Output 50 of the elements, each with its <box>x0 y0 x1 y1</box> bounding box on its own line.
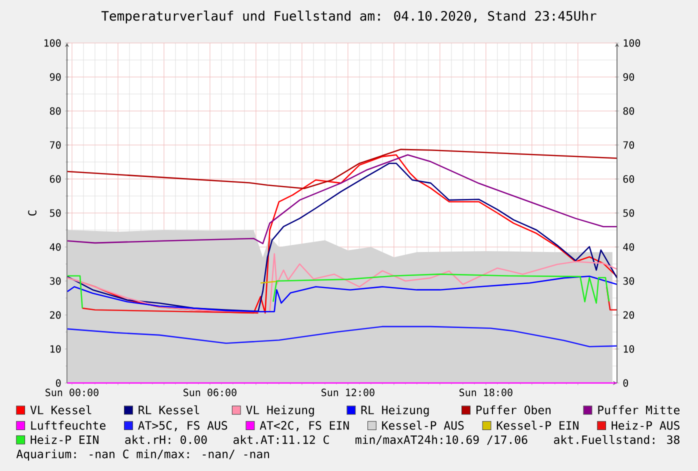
legend-label: VL Kessel <box>30 405 92 414</box>
y2-tick-label: 70 <box>623 141 634 149</box>
line-series <box>66 326 618 348</box>
y2-tick-label: 100 <box>624 39 640 47</box>
x-tick-label: Sun 12:00 <box>322 388 374 396</box>
y-tick-label: 0 <box>56 379 61 387</box>
chart-title: Temperaturverlauf und Fuellstand am: 04.10.2020, Stand 23:45Uhr <box>101 10 596 24</box>
y-tick-label: 20 <box>50 311 61 319</box>
x-tick-label: Sun 18:00 <box>460 388 512 396</box>
legend-label: Kessel-P AUS <box>382 420 464 430</box>
y-tick-label: 30 <box>50 277 61 285</box>
text: akt.AT:11.12 C <box>234 435 329 444</box>
legend-label: Luftfeuchte <box>31 420 106 430</box>
y2-tick-label: 80 <box>623 107 634 115</box>
y-axis-title: C <box>28 210 36 216</box>
y2-tick-label: 90 <box>623 73 634 81</box>
y-tick-label: 70 <box>50 141 61 149</box>
legend-label: RL Kessel <box>138 405 200 414</box>
y-tick-label: 10 <box>50 345 61 353</box>
text: Aquarium: -nan C min/max: -nan/ -nan <box>16 449 270 461</box>
text: akt.Fuellstand: 38 <box>554 435 680 444</box>
legend-label: Puffer Oben <box>476 405 551 414</box>
text: min/maxAT24h:10.69 /17.06 <box>356 435 528 445</box>
y2-tick-label: 30 <box>623 277 634 285</box>
legend-label: Kessel-P EIN <box>496 420 578 430</box>
line-series <box>66 148 618 190</box>
y-tick-label: 50 <box>50 209 61 217</box>
y2-tick-label: 10 <box>624 345 634 353</box>
line-series <box>66 154 618 244</box>
text: akt.rH: 0.00 <box>125 435 207 444</box>
legend-label: Puffer Mitte <box>598 405 680 414</box>
legend-label: Heiz-P EIN <box>30 435 98 444</box>
legend-label: AT>5C, FS AUS <box>138 421 228 432</box>
y2-tick-label: 40 <box>623 243 634 251</box>
y2-tick-label: 50 <box>623 209 634 217</box>
x-tick-label: Sun 00:00 <box>46 388 98 396</box>
legend-label: AT<2C, FS EIN <box>260 421 349 432</box>
y-tick-label: 90 <box>50 73 61 81</box>
y-tick-label: 100 <box>44 39 61 47</box>
legend-label: Heiz-P AUS <box>612 420 680 430</box>
y2-tick-label: 20 <box>623 311 634 319</box>
legend-label: VL Heizung <box>246 405 314 417</box>
y-tick-label: 60 <box>50 175 61 183</box>
y-tick-label: 40 <box>50 243 61 251</box>
line-series <box>66 276 618 312</box>
y2-tick-label: 60 <box>623 175 634 183</box>
x-tick-label: Sun 06:00 <box>184 388 236 396</box>
y2-tick-label: 0 <box>623 379 628 387</box>
y-tick-label: 80 <box>50 107 61 115</box>
legend-label: RL Heizung <box>361 405 429 417</box>
